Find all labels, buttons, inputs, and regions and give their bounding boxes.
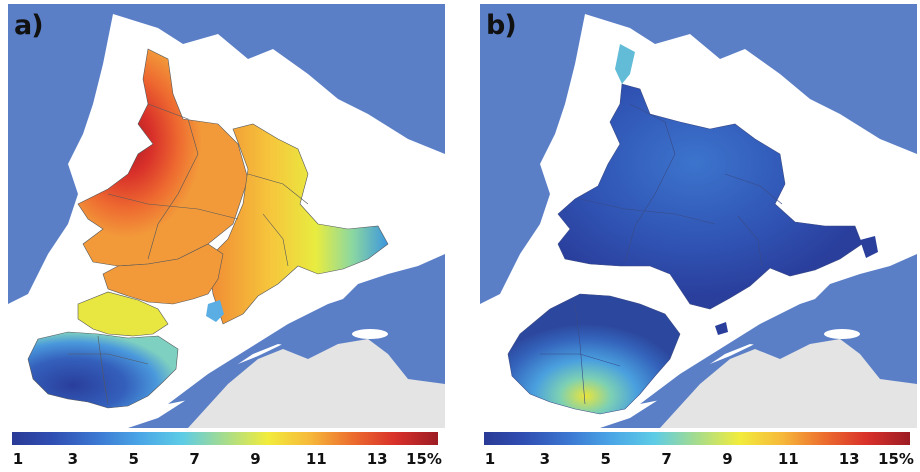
island <box>294 300 322 308</box>
region-main <box>557 83 863 310</box>
colorbar-tick-label: 1 <box>484 450 496 468</box>
region-central <box>102 243 224 305</box>
bay-inlet <box>480 214 520 284</box>
colorbar <box>484 432 910 445</box>
colorbar <box>12 432 438 445</box>
colorbar-tick-label: 7 <box>661 450 672 468</box>
map-panel-a: a) 1 3 5 7 9 11 13 15% <box>8 0 448 472</box>
southern-land <box>660 339 917 428</box>
bay-inlet <box>480 44 560 194</box>
region-south <box>507 293 681 415</box>
colorbar-tick-label: 11 <box>305 450 327 468</box>
colorbar-tick-label: 5 <box>128 450 139 468</box>
region-small-dark <box>715 322 728 335</box>
colorbar-tick-label: 9 <box>250 450 261 468</box>
island <box>824 329 860 339</box>
subbasin-lines <box>68 103 309 405</box>
colorbar-tick-label: 11 <box>777 450 799 468</box>
bay-inlet <box>8 44 88 194</box>
map-panel-b: b) 1 3 5 7 9 11 13 15% <box>480 0 920 472</box>
colorbar-tick-label: 9 <box>722 450 733 468</box>
colorbar-tick-label: 13 <box>838 450 860 468</box>
colorbar-gradient <box>484 432 910 445</box>
panel-label: a) <box>14 10 44 41</box>
colorbar-gradient <box>12 432 438 445</box>
region-south <box>27 331 179 409</box>
subbasin-lines <box>540 103 783 405</box>
region-small-north-east <box>860 236 878 258</box>
bay-inlet <box>8 214 48 284</box>
island <box>352 329 388 339</box>
map-b <box>480 4 917 428</box>
panel-label: b) <box>486 10 517 41</box>
region-north-tip <box>615 44 635 84</box>
colorbar-tick-label: 15% <box>406 450 442 468</box>
colorbar-tick-label: 15% <box>878 450 914 468</box>
map-a <box>8 4 445 428</box>
colorbar-tick-label: 13 <box>366 450 388 468</box>
southern-land <box>188 339 445 428</box>
st-lawrence <box>168 274 445 404</box>
region-northwest <box>77 48 249 267</box>
colorbar-tick-label: 3 <box>67 450 79 468</box>
colorbar-tick-label: 3 <box>539 450 551 468</box>
island <box>766 300 794 308</box>
colorbar-tick-label: 5 <box>600 450 611 468</box>
colorbar-tick-label: 7 <box>189 450 200 468</box>
colorbar-tick-label: 1 <box>12 450 24 468</box>
region-yellow-band <box>77 291 169 337</box>
region-small-blue <box>206 300 224 322</box>
st-lawrence <box>640 274 917 404</box>
